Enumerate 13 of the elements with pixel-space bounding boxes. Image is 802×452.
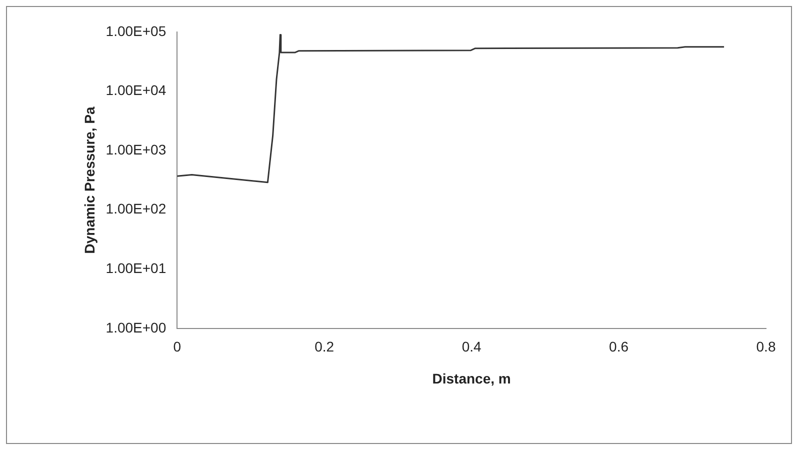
x-tick-label: 0.8 [756, 338, 776, 355]
x-axis-title: Distance, m [432, 370, 511, 386]
x-tick-label: 0.2 [314, 338, 334, 355]
y-tick-label: 1.00E+04 [106, 82, 166, 98]
x-tick-label: 0.4 [462, 338, 482, 355]
x-tick-label: 0.6 [609, 338, 629, 355]
y-tick-label: 1.00E+05 [106, 22, 166, 39]
y-tick-label: 1.00E+03 [106, 141, 166, 158]
y-tick-label: 1.00E+00 [106, 319, 166, 336]
x-tick-label: 0 [173, 338, 182, 355]
y-axis-title: Dynamic Pressure, Pa [81, 106, 98, 254]
y-tick-label: 1.00E+01 [106, 260, 166, 276]
y-tick-label: 1.00E+02 [106, 200, 166, 217]
